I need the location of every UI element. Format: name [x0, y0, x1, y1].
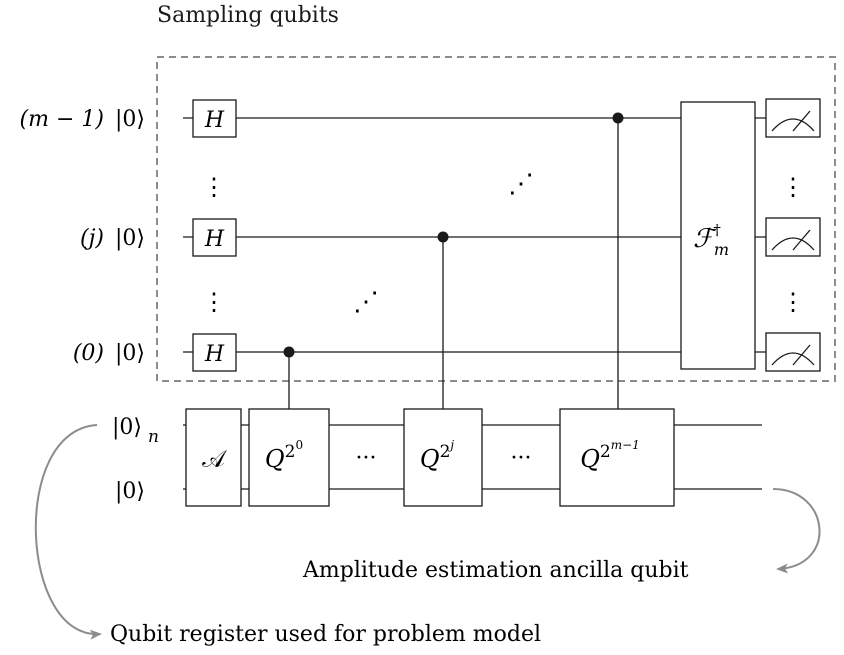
qubit-index-middle: (j) — [80, 226, 104, 251]
ellipsis-gate-left: ··· — [356, 446, 377, 471]
qubit-ket-middle: |0⟩ — [115, 226, 145, 251]
inverse-qft-dagger: † — [713, 221, 721, 239]
hadamard-label-top: H — [204, 108, 225, 133]
grover-label-middle: Q2j — [420, 438, 455, 473]
grover-gate-last — [559, 408, 675, 507]
vdots-left-upper: ⋮ — [202, 173, 226, 201]
measurement-top — [765, 98, 821, 138]
register-subscript: n — [148, 427, 159, 447]
vdots-right-upper: ⋮ — [781, 173, 805, 201]
qubit-ket-top: |0⟩ — [115, 107, 145, 132]
qubit-index-bottom: (0) — [73, 341, 104, 366]
grover-two-last: 2 — [600, 442, 611, 462]
grover-exp-middle: j — [447, 438, 454, 452]
state-prep-label: 𝒜 — [202, 445, 227, 473]
vdots-right-lower: ⋮ — [781, 288, 805, 316]
register-arrow — [34, 424, 102, 640]
diagonal-dots-lower: ⋰ — [353, 287, 379, 317]
qubit-ket-bottom: |0⟩ — [115, 341, 145, 366]
grover-exp-first: 0 — [295, 438, 303, 452]
grover-base-middle: Q — [420, 445, 440, 473]
state-prep-gate — [185, 408, 242, 507]
grover-gate-first — [248, 408, 330, 507]
inverse-qft-gate — [680, 101, 756, 370]
qubit-index-top: (m − 1) — [20, 107, 104, 132]
vdots-left-lower: ⋮ — [202, 288, 226, 316]
register-annotation: Qubit register used for problem model — [110, 622, 541, 647]
grover-two-first: 2 — [285, 442, 296, 462]
control-dot-middle — [437, 231, 449, 243]
measurement-bottom — [765, 332, 821, 372]
grover-label-last: Q2m−1 — [580, 438, 640, 473]
ancilla-ket: |0⟩ — [115, 479, 145, 504]
ancilla-annotation: Amplitude estimation ancilla qubit — [302, 558, 689, 583]
grover-gate-middle — [403, 408, 483, 507]
hadamard-label-middle: H — [204, 227, 225, 252]
grover-label-first: Q20 — [265, 438, 303, 473]
grover-exp-last: m−1 — [611, 438, 640, 452]
register-ket: |0⟩ — [112, 415, 142, 440]
title-sampling-qubits: Sampling qubits — [157, 3, 339, 28]
hadamard-label-bottom: H — [204, 342, 225, 367]
control-dot-first — [283, 346, 295, 358]
sampling-qubits-region — [156, 56, 836, 382]
hadamard-gate-bottom — [192, 333, 237, 372]
ellipsis-gate-right: ··· — [511, 446, 532, 471]
grover-two-middle: 2 — [440, 442, 451, 462]
grover-base-last: Q — [580, 445, 600, 473]
control-dot-last — [612, 112, 624, 124]
hadamard-gate-middle — [192, 218, 237, 257]
grover-base-first: Q — [265, 445, 285, 473]
measurement-middle — [765, 217, 821, 257]
diagonal-dots-upper: ⋰ — [508, 169, 534, 199]
hadamard-gate-top — [192, 99, 237, 138]
ancilla-arrow — [772, 488, 821, 574]
inverse-qft-label: ℱ† m — [693, 221, 729, 259]
inverse-qft-subscript: m — [714, 240, 729, 259]
